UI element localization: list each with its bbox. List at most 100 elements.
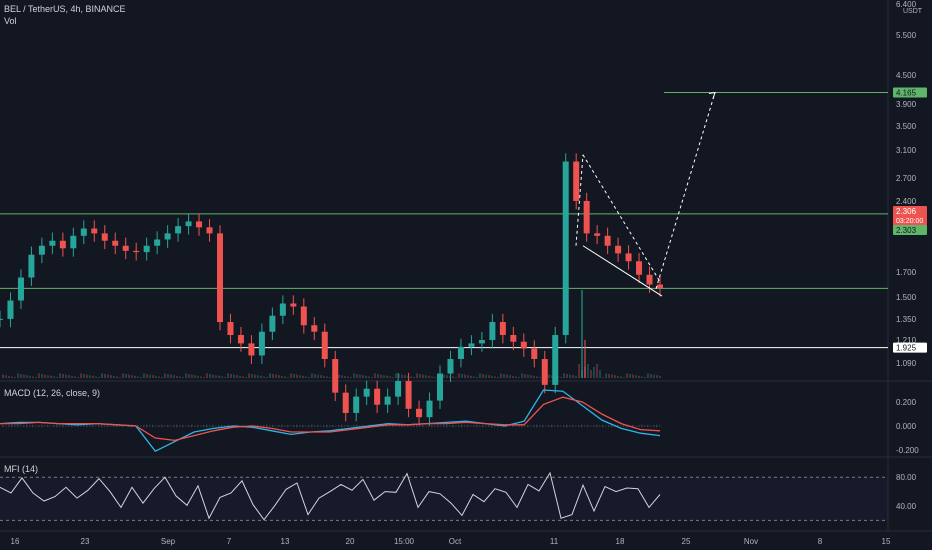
macd-histogram-bar [5, 425, 7, 427]
macd-histogram-bar [527, 424, 529, 428]
macd-tick-label: 0.000 [896, 422, 917, 431]
volume-bar [290, 373, 292, 378]
volume-bar [41, 374, 43, 378]
volume-bar [404, 375, 406, 378]
volume-bar [344, 375, 346, 378]
price-tick-label: 1.210 [896, 336, 917, 345]
macd-histogram-bar [311, 424, 313, 428]
macd-histogram-bar [59, 425, 61, 427]
macd-histogram-bar [155, 425, 157, 427]
macd-histogram-bar [143, 425, 145, 427]
volume-bar [410, 376, 412, 378]
volume-bar [509, 375, 511, 378]
candle-body [321, 331, 328, 360]
macd-histogram-bar [146, 424, 148, 428]
macd-signal-line [0, 396, 661, 442]
volume-bar [479, 373, 481, 378]
macd-histogram-bar [356, 424, 358, 428]
macd-histogram-bar [179, 425, 181, 427]
volume-bar [647, 373, 649, 378]
volume-bar [425, 375, 427, 378]
price-label-value: 4.165 [896, 89, 917, 98]
macd-histogram-bar [188, 425, 190, 427]
volume-bar [191, 374, 193, 378]
price-tick-label: 3.900 [896, 100, 917, 109]
price-label-countdown: 03:20:00 [896, 218, 923, 225]
candle-body [17, 277, 24, 301]
volume-bar [539, 377, 541, 378]
macd-histogram-bar [560, 425, 562, 427]
price-tick-label: 1.700 [896, 268, 917, 277]
volume-bar [431, 376, 433, 378]
macd-histogram-bar [443, 425, 445, 427]
macd-histogram-bar [536, 424, 538, 428]
volume-bar [521, 373, 523, 378]
macd-histogram-bar [17, 424, 19, 428]
volume-bar [386, 375, 388, 378]
macd-histogram-bar [170, 425, 172, 427]
volume-bar [254, 374, 256, 378]
currency-label: USDT [903, 8, 923, 15]
macd-histogram-bar [173, 425, 175, 427]
time-tick-label: 25 [682, 537, 691, 546]
macd-histogram-bar [353, 425, 355, 427]
volume-bar [464, 374, 466, 378]
macd-histogram-bar [590, 425, 592, 427]
macd-histogram-bar [281, 424, 283, 428]
macd-histogram-bar [563, 425, 565, 427]
volume-bar [551, 375, 553, 378]
macd-histogram-bar [191, 424, 193, 428]
volume-bar [587, 364, 589, 378]
volume-bar [242, 376, 244, 378]
volume-bar [311, 373, 313, 378]
volume-bar [563, 373, 565, 378]
volume-bar [329, 377, 331, 378]
volume-bar [302, 375, 304, 378]
volume-bar [590, 370, 592, 378]
volume-bar [200, 376, 202, 378]
volume-bar [422, 374, 424, 378]
macd-histogram-bar [218, 425, 220, 427]
price-tick-label: 3.100 [896, 146, 917, 155]
volume-bar [212, 374, 214, 378]
volume-bar [17, 373, 19, 378]
price-label-tag [893, 87, 927, 98]
volume-bar [446, 375, 448, 378]
symbol-title: BEL / TetherUS, 4h, BINANCE [4, 4, 126, 14]
volume-bar [14, 377, 16, 378]
volume-bar [281, 375, 283, 378]
volume-bar [419, 374, 421, 378]
candle-body [248, 343, 255, 356]
volume-bar [428, 375, 430, 378]
macd-histogram-bar [407, 424, 409, 428]
volume-bar [434, 377, 436, 378]
macd-histogram-bar [110, 425, 112, 427]
volume-bar [23, 374, 25, 378]
volume-bar [476, 377, 478, 378]
candle-body [59, 240, 66, 249]
macd-histogram-bar [347, 424, 349, 428]
volume-bar [95, 376, 97, 378]
macd-histogram-bar [203, 425, 205, 427]
time-tick-label: 16 [11, 537, 20, 546]
volume-bar [374, 373, 376, 378]
candle-body [342, 392, 349, 413]
mfi-legend: MFI (14) [4, 464, 39, 474]
volume-bar [8, 375, 10, 378]
macd-histogram-bar [296, 424, 298, 428]
macd-histogram-bar [635, 425, 637, 427]
volume-bar [107, 374, 109, 378]
volume-bar [368, 376, 370, 378]
macd-histogram-bar [458, 425, 460, 427]
volume-bar [230, 374, 232, 378]
macd-histogram-bar [149, 425, 151, 427]
candle-body [353, 396, 360, 413]
macd-histogram-bar [488, 425, 490, 427]
volume-legend: Vol [4, 16, 17, 26]
macd-histogram-bar [215, 425, 217, 427]
volume-bar [236, 375, 238, 378]
macd-histogram-bar [65, 425, 67, 427]
volume-bar [653, 374, 655, 378]
volume-bar [59, 373, 61, 378]
